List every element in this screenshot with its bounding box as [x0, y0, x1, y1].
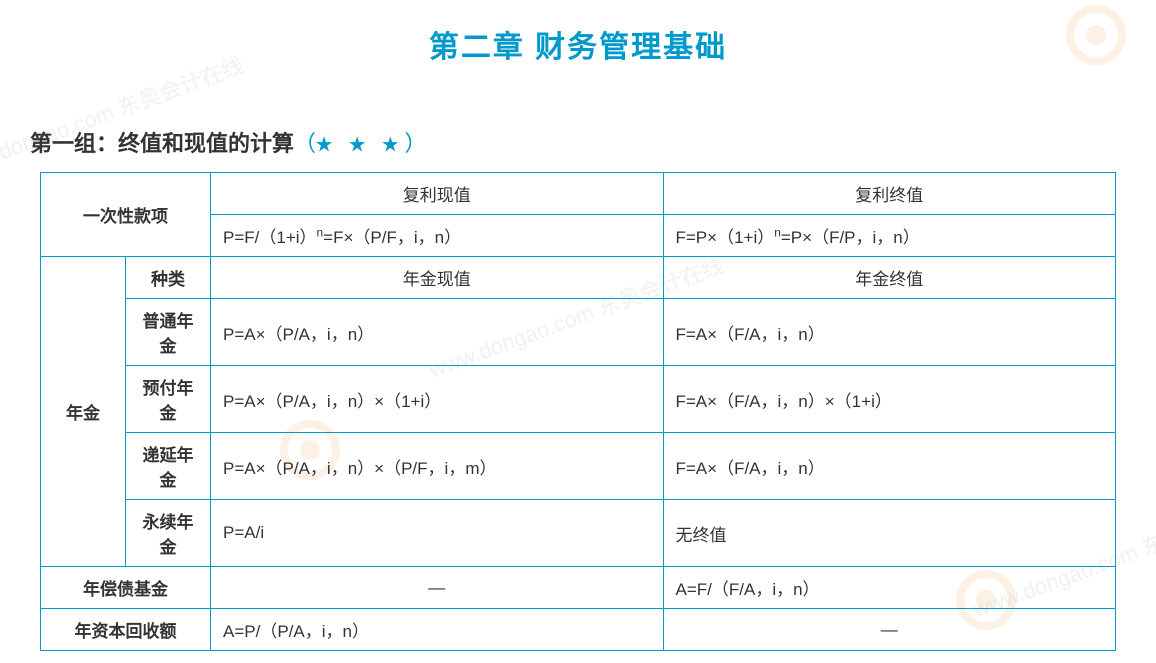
ordinary-annuity-pv: P=A×（P/A，i，n）	[211, 299, 664, 366]
due-annuity-pv: P=A×（P/A，i，n）×（1+i）	[211, 366, 664, 433]
pv-compound-formula: P=F/（1+i）n=F×（P/F，i，n）	[211, 215, 664, 257]
formula-sup: n	[774, 225, 781, 239]
table-row: 一次性款项 复利现值 复利终值	[41, 173, 1116, 215]
table-row: 递延年金 P=A×（P/A，i，n）×（P/F，i，m） F=A×（F/A，i，…	[41, 433, 1116, 500]
ordinary-annuity-fv: F=A×（F/A，i，n）	[663, 299, 1116, 366]
lumpsum-label-cell: 一次性款项	[41, 173, 211, 257]
fv-compound-header: 复利终值	[663, 173, 1116, 215]
due-annuity-fv: F=A×（F/A，i，n）×（1+i）	[663, 366, 1116, 433]
annuity-group-label: 年金	[41, 257, 126, 567]
section-prefix: 第一组：终值和现值的计算	[30, 131, 294, 156]
pv-compound-header: 复利现值	[211, 173, 664, 215]
annuity-type-header: 种类	[126, 257, 211, 299]
formula-part: P=F/（1+i）	[223, 228, 317, 247]
sinking-fund-pv: —	[211, 567, 664, 609]
sinking-fund-label: 年偿债基金	[41, 567, 211, 609]
table-row: 永续年金 P=A/i 无终值	[41, 500, 1116, 567]
deferred-annuity-label: 递延年金	[126, 433, 211, 500]
due-annuity-label: 预付年金	[126, 366, 211, 433]
perpetual-annuity-fv: 无终值	[663, 500, 1116, 567]
paren-open: （	[294, 131, 316, 156]
capital-recovery-pv: A=P/（P/A，i，n）	[211, 609, 664, 651]
stars-rating: ★ ★ ★	[316, 135, 404, 155]
formula-part: F=P×（1+i）	[676, 228, 775, 247]
sinking-fund-fv: A=F/（F/A，i，n）	[663, 567, 1116, 609]
table-row: 普通年金 P=A×（P/A，i，n） F=A×（F/A，i，n）	[41, 299, 1116, 366]
section-heading: 第一组：终值和现值的计算（★ ★ ★）	[30, 126, 1136, 158]
perpetual-annuity-pv: P=A/i	[211, 500, 664, 567]
table-row: 预付年金 P=A×（P/A，i，n）×（1+i） F=A×（F/A，i，n）×（…	[41, 366, 1116, 433]
formula-part: =P×（F/P，i，n）	[781, 228, 920, 247]
ordinary-annuity-label: 普通年金	[126, 299, 211, 366]
deferred-annuity-fv: F=A×（F/A，i，n）	[663, 433, 1116, 500]
perpetual-annuity-label: 永续年金	[126, 500, 211, 567]
annuity-pv-header: 年金现值	[211, 257, 664, 299]
paren-close: ）	[404, 131, 426, 156]
table-row: 年金 种类 年金现值 年金终值	[41, 257, 1116, 299]
formula-table: 一次性款项 复利现值 复利终值 P=F/（1+i）n=F×（P/F，i，n） F…	[40, 172, 1116, 651]
formula-part: =F×（P/F，i，n）	[323, 228, 461, 247]
table-row: 年资本回收额 A=P/（P/A，i，n） —	[41, 609, 1116, 651]
table-row: 年偿债基金 — A=F/（F/A，i，n）	[41, 567, 1116, 609]
capital-recovery-fv: —	[663, 609, 1116, 651]
deferred-annuity-pv: P=A×（P/A，i，n）×（P/F，i，m）	[211, 433, 664, 500]
capital-recovery-label: 年资本回收额	[41, 609, 211, 651]
annuity-fv-header: 年金终值	[663, 257, 1116, 299]
fv-compound-formula: F=P×（1+i）n=P×（F/P，i，n）	[663, 215, 1116, 257]
chapter-title: 第二章 财务管理基础	[20, 22, 1136, 66]
